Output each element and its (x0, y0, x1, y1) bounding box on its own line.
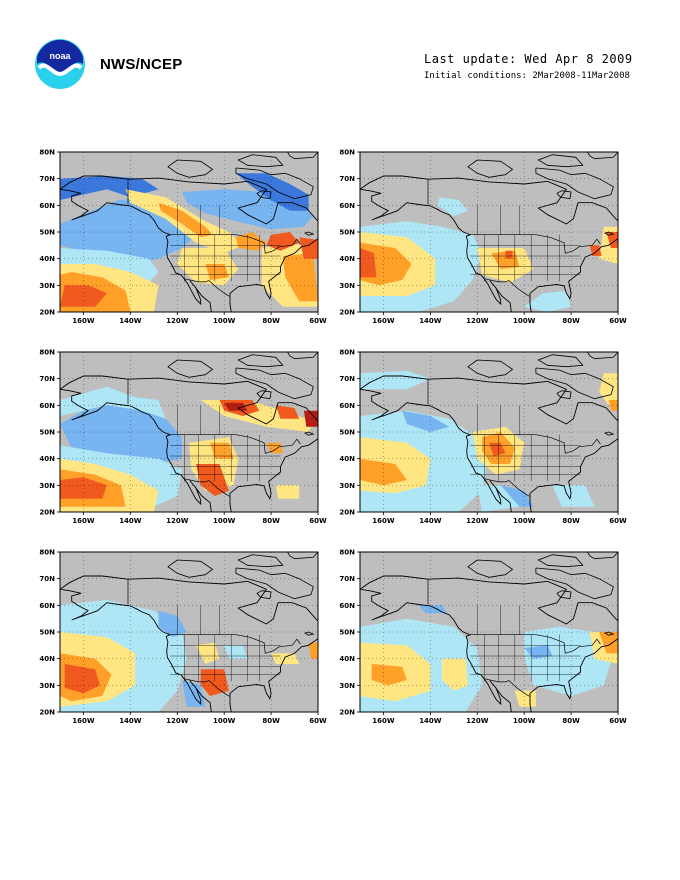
lon-tick-label: 140W (119, 317, 142, 325)
lon-tick-label: 100W (513, 717, 536, 725)
lat-tick-label: 20N (39, 509, 55, 517)
lat-tick-label: 20N (339, 709, 355, 717)
lat-tick-label: 80N (39, 149, 55, 157)
agency-title: NWS/NCEP (100, 56, 183, 73)
lat-tick-label: 80N (339, 549, 355, 557)
lat-tick-label: 30N (39, 682, 55, 690)
lat-tick-label: 40N (39, 255, 55, 263)
lon-tick-label: 120W (466, 517, 489, 525)
lat-tick-label: 70N (339, 375, 355, 383)
lon-tick-label: 100W (213, 317, 236, 325)
lat-tick-label: 30N (339, 682, 355, 690)
noaa-logo-icon: noaa (35, 39, 85, 89)
lon-tick-label: 100W (513, 317, 536, 325)
lat-tick-label: 60N (339, 202, 355, 210)
lon-tick-label: 140W (419, 517, 442, 525)
forecast-map-panel-1: 160W 140W 120W 100W 80W 60W 20N 30N 40N 50N 60N 70N… (30, 149, 330, 332)
lat-tick-label: 80N (339, 349, 355, 357)
lon-tick-label: 100W (513, 517, 536, 525)
lon-tick-label: 60W (309, 317, 327, 325)
lat-tick-label: 40N (339, 455, 355, 463)
lat-tick-label: 30N (339, 482, 355, 490)
lon-tick-label: 100W (213, 717, 236, 725)
lon-tick-label: 120W (166, 317, 189, 325)
lon-tick-label: 60W (609, 717, 627, 725)
lon-tick-label: 120W (466, 317, 489, 325)
lat-tick-label: 70N (39, 575, 55, 583)
lon-tick-label: 160W (72, 517, 95, 525)
lon-tick-label: 160W (372, 317, 395, 325)
lat-tick-label: 50N (39, 429, 55, 437)
lon-tick-label: 160W (372, 517, 395, 525)
lon-tick-label: 60W (309, 517, 327, 525)
last-update-text: Last update: Wed Apr 8 2009 (424, 52, 633, 66)
lat-tick-label: 50N (339, 429, 355, 437)
lat-tick-label: 40N (39, 455, 55, 463)
lon-tick-label: 140W (119, 517, 142, 525)
lat-tick-label: 20N (39, 309, 55, 317)
forecast-map-panel-2: 160W 140W 120W 100W 80W 60W 20N 30N 40N 50N 60N 70N… (330, 149, 630, 332)
lon-tick-label: 60W (609, 317, 627, 325)
lat-tick-label: 70N (339, 575, 355, 583)
lat-tick-label: 20N (339, 309, 355, 317)
lat-tick-label: 40N (339, 255, 355, 263)
lat-tick-label: 20N (39, 709, 55, 717)
forecast-map-panel-5: 160W 140W 120W 100W 80W 60W 20N 30N 40N 50N 60N 70N… (30, 549, 330, 732)
lat-tick-label: 70N (39, 175, 55, 183)
map-svg: 160W 140W 120W 100W 80W 60W 20N 30N 40N 50N 60N 70N… (39, 149, 327, 326)
lat-tick-label: 70N (339, 175, 355, 183)
lon-tick-label: 140W (419, 717, 442, 725)
lat-tick-label: 60N (339, 402, 355, 410)
map-svg: 160W 140W 120W 100W 80W 60W 20N 30N 40N 50N 60N 70N… (339, 349, 627, 526)
lat-tick-label: 50N (39, 629, 55, 637)
lon-tick-label: 80W (262, 517, 280, 525)
lat-tick-label: 30N (39, 482, 55, 490)
lat-tick-label: 50N (339, 629, 355, 637)
lon-tick-label: 80W (562, 517, 580, 525)
initial-conditions-text: Initial conditions: 2Mar2008-11Mar2008 (424, 71, 630, 81)
lon-tick-label: 60W (309, 717, 327, 725)
lat-tick-label: 40N (39, 655, 55, 663)
lon-tick-label: 140W (419, 317, 442, 325)
lat-tick-label: 60N (339, 602, 355, 610)
lon-tick-label: 60W (609, 517, 627, 525)
lon-tick-label: 80W (562, 717, 580, 725)
lon-tick-label: 140W (119, 717, 142, 725)
map-svg: 160W 140W 120W 100W 80W 60W 20N 30N 40N 50N 60N 70N… (39, 349, 327, 526)
lon-tick-label: 80W (262, 717, 280, 725)
lon-tick-label: 160W (72, 317, 95, 325)
lon-tick-label: 120W (466, 717, 489, 725)
lat-tick-label: 50N (339, 229, 355, 237)
lat-tick-label: 20N (339, 509, 355, 517)
lat-tick-label: 40N (339, 655, 355, 663)
lat-tick-label: 60N (39, 202, 55, 210)
lon-tick-label: 160W (372, 717, 395, 725)
lat-tick-label: 50N (39, 229, 55, 237)
lon-tick-label: 120W (166, 517, 189, 525)
map-svg: 160W 140W 120W 100W 80W 60W 20N 30N 40N 50N 60N 70N… (339, 149, 627, 326)
lat-tick-label: 80N (339, 149, 355, 157)
lat-tick-label: 30N (39, 282, 55, 290)
forecast-map-panel-3: 160W 140W 120W 100W 80W 60W 20N 30N 40N 50N 60N 70N… (30, 349, 330, 532)
forecast-map-panel-4: 160W 140W 120W 100W 80W 60W 20N 30N 40N 50N 60N 70N… (330, 349, 630, 532)
lon-tick-label: 80W (562, 317, 580, 325)
forecast-map-panel-6: 160W 140W 120W 100W 80W 60W 20N 30N 40N 50N 60N 70N… (330, 549, 630, 732)
map-svg: 160W 140W 120W 100W 80W 60W 20N 30N 40N 50N 60N 70N… (39, 549, 327, 726)
lon-tick-label: 160W (72, 717, 95, 725)
lat-tick-label: 60N (39, 602, 55, 610)
map-svg: 160W 140W 120W 100W 80W 60W 20N 30N 40N 50N 60N 70N… (339, 549, 627, 726)
lat-tick-label: 80N (39, 349, 55, 357)
logo-text: noaa (49, 51, 71, 61)
lat-tick-label: 60N (39, 402, 55, 410)
lat-tick-label: 70N (39, 375, 55, 383)
lon-tick-label: 80W (262, 317, 280, 325)
lat-tick-label: 30N (339, 282, 355, 290)
lat-tick-label: 80N (39, 549, 55, 557)
lon-tick-label: 120W (166, 717, 189, 725)
lon-tick-label: 100W (213, 517, 236, 525)
